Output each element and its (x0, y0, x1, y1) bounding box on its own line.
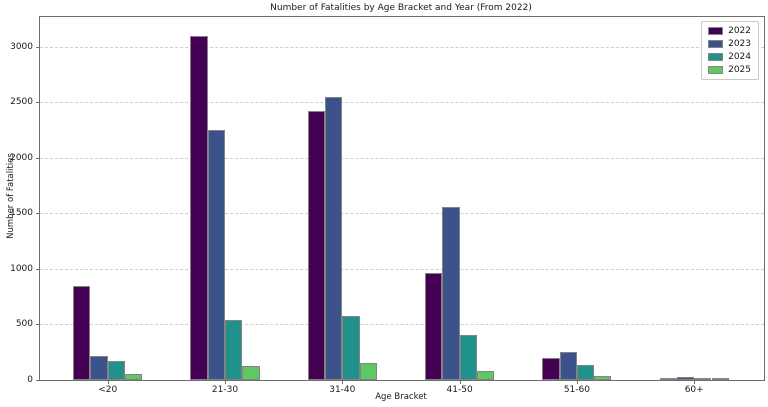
legend-swatch-2023 (708, 40, 724, 48)
gridline-y-2500 (40, 102, 764, 104)
y-tick-label-2500: 2500 (10, 97, 33, 108)
y-tick-mark (36, 380, 40, 381)
bar-2024-5160 (576, 365, 595, 380)
bar-2024-60 (694, 378, 712, 380)
x-axis-label: Age Bracket (375, 392, 427, 402)
gridline-y-2000 (40, 157, 764, 159)
bar-2024-20 (107, 361, 125, 380)
x-tick-label-3140: 31-40 (329, 385, 356, 395)
y-tick-mark (36, 46, 40, 48)
y-tick-label-500: 500 (15, 319, 33, 330)
bar-2025-2130 (242, 365, 260, 380)
legend-label-2022: 2022 (728, 26, 751, 36)
x-tick-label-20: <20 (98, 385, 118, 395)
x-tick-mark (342, 380, 344, 384)
bar-2022-60 (659, 378, 677, 380)
y-tick-mark (36, 102, 40, 104)
legend-swatch-2024 (708, 53, 724, 61)
x-tick-label-60: 60+ (684, 385, 704, 395)
bar-2025-3140 (359, 363, 377, 380)
legend-label-2025: 2025 (728, 65, 751, 75)
legend-row-2024: 2024 (708, 52, 751, 62)
y-tick-mark (36, 213, 40, 215)
legend-row-2025: 2025 (708, 65, 751, 75)
x-tick-label-2130: 21-30 (211, 385, 239, 395)
legend: 2022 2023 2024 2025 (701, 21, 759, 80)
y-tick-label-0: 0 (27, 375, 33, 385)
x-tick-mark (694, 380, 696, 384)
bar-2022-5160 (542, 357, 560, 380)
bar-2024-3140 (342, 315, 360, 380)
y-tick-label-2000: 2000 (10, 152, 33, 163)
bar-2023-2130 (207, 130, 225, 380)
bar-2024-4150 (459, 334, 477, 380)
x-tick-mark (107, 380, 109, 384)
bar-2025-4150 (476, 370, 495, 380)
gridline-y-500 (40, 324, 764, 326)
x-tick-mark (225, 380, 226, 384)
bar-2023-20 (90, 355, 108, 380)
bar-2023-60 (676, 377, 695, 380)
gridline-y-1000 (40, 268, 764, 270)
bar-2022-3140 (307, 111, 325, 380)
x-tick-mark (459, 380, 461, 384)
x-tick-mark (576, 380, 578, 384)
legend-label-2023: 2023 (728, 39, 751, 49)
chart-title: Number of Fatalities by Age Bracket and … (270, 3, 532, 13)
bar-2022-2130 (190, 35, 208, 380)
y-tick-mark (36, 157, 40, 159)
bar-2024-2130 (225, 320, 243, 380)
bar-2022-20 (73, 285, 91, 380)
legend-label-2024: 2024 (728, 52, 751, 62)
bar-2025-20 (125, 373, 143, 380)
gridline-y-3000 (40, 46, 764, 48)
bar-2025-60 (711, 378, 729, 380)
gridline-y-1500 (40, 213, 764, 215)
legend-swatch-2025 (708, 66, 724, 74)
plot-area: 2022 2023 2024 2025 0 500 1000 1500 2000 2500 300… (10, 16, 765, 395)
x-tick-label-4150: 41-50 (446, 385, 473, 395)
bar-2023-5160 (559, 352, 577, 380)
y-tick-mark (36, 324, 40, 326)
bar-2022-4150 (425, 273, 443, 380)
x-tick-label-5160: 51-60 (563, 385, 590, 395)
legend-row-2022: 2022 (708, 26, 751, 36)
y-tick-label-1000: 1000 (10, 263, 33, 274)
legend-swatch-2022 (708, 27, 724, 35)
y-tick-mark (36, 268, 40, 270)
y-axis-label: Number of Fatalities (6, 153, 16, 239)
bar-2023-3140 (325, 96, 343, 380)
bar-2023-4150 (442, 206, 460, 380)
y-tick-label-1500: 1500 (10, 208, 33, 219)
y-tick-label-3000: 3000 (10, 41, 33, 52)
legend-row-2023: 2023 (708, 39, 751, 49)
bar-2025-5160 (594, 376, 612, 380)
